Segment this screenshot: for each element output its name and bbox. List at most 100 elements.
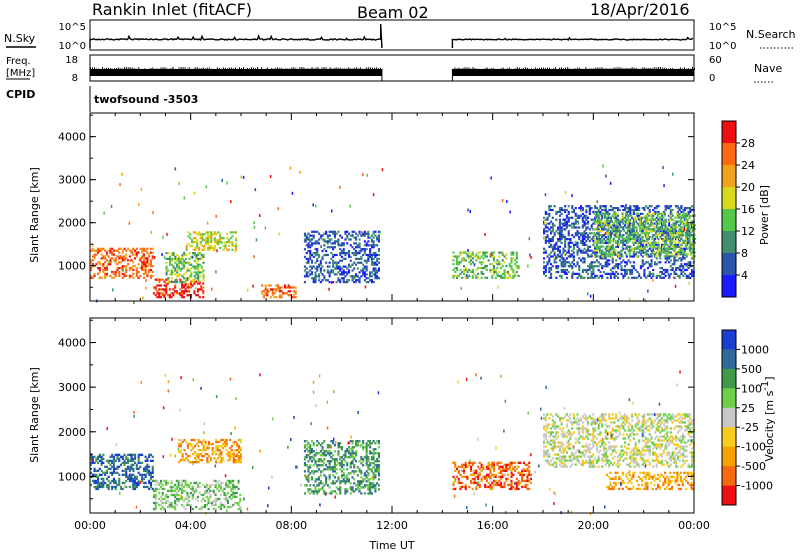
heatmap-cell	[188, 269, 190, 271]
heatmap-cell	[646, 246, 648, 248]
heatmap-cell	[268, 290, 270, 292]
heatmap-cell	[152, 472, 154, 474]
heatmap-cell	[190, 488, 192, 490]
heatmap-cell	[179, 182, 181, 185]
heatmap-cell	[547, 236, 549, 238]
heatmap-cell	[630, 238, 632, 240]
heatmap-cell	[545, 224, 547, 226]
heatmap-cell	[209, 490, 211, 492]
heatmap-cell	[589, 228, 591, 230]
heatmap-cell	[350, 238, 352, 240]
heatmap-cell	[196, 443, 198, 445]
heatmap-cell	[175, 167, 177, 170]
freq-spike	[130, 67, 131, 69]
heatmap-cell	[212, 443, 214, 445]
heatmap-cell	[346, 281, 348, 283]
heatmap-cell	[344, 488, 346, 490]
heatmap-cell	[575, 213, 577, 215]
heatmap-cell	[649, 273, 651, 275]
heatmap-cell	[172, 292, 174, 294]
heatmap-cell	[190, 492, 192, 494]
freq-spike	[485, 68, 486, 70]
heatmap-cell	[167, 506, 169, 508]
heatmap-cell	[108, 480, 110, 482]
heatmap-cell	[329, 240, 331, 242]
heatmap-cell	[682, 255, 684, 257]
heatmap-cell	[132, 273, 134, 275]
heatmap-cell	[505, 265, 507, 267]
heatmap-cell	[206, 453, 208, 455]
heatmap-cell	[459, 252, 461, 254]
heatmap-cell	[376, 258, 378, 260]
heatmap-cell	[456, 259, 458, 261]
heatmap-cell	[616, 253, 618, 255]
heatmap-cell	[145, 279, 147, 282]
heatmap-cell	[646, 236, 648, 238]
heatmap-cell	[325, 233, 327, 235]
freq-spike	[368, 67, 369, 69]
heatmap-cell	[604, 222, 606, 224]
heatmap-cell	[568, 219, 570, 221]
heatmap-cell	[650, 230, 652, 232]
heatmap-cell	[486, 277, 488, 279]
heatmap-cell	[675, 285, 677, 288]
heatmap-cell	[201, 266, 203, 268]
heatmap-cell	[504, 261, 506, 263]
heatmap-cell	[467, 249, 469, 252]
heatmap-cell	[180, 258, 182, 260]
heatmap-cell	[682, 267, 684, 269]
heatmap-cell	[475, 275, 477, 277]
heatmap-cell	[611, 251, 613, 253]
heatmap-cell	[589, 267, 591, 269]
heatmap-cell	[339, 490, 341, 492]
heatmap-cell	[202, 233, 204, 235]
heatmap-cell	[316, 444, 318, 446]
heatmap-cell	[593, 255, 595, 257]
freq-spike	[535, 68, 536, 70]
heatmap-cell	[465, 277, 467, 279]
heatmap-cell	[195, 267, 197, 269]
heatmap-cell	[141, 252, 143, 254]
heatmap-cell	[360, 250, 362, 252]
heatmap-cell	[178, 267, 180, 269]
heatmap-cell	[609, 240, 611, 242]
heatmap-cell	[320, 444, 322, 446]
heatmap-cell	[193, 290, 195, 292]
heatmap-cell	[181, 480, 183, 482]
heatmap-cell	[113, 470, 115, 472]
heatmap-cell	[164, 508, 166, 510]
heatmap-cell	[304, 450, 306, 452]
heatmap-cell	[131, 275, 133, 277]
heatmap-cell	[336, 266, 338, 268]
heatmap-cell	[676, 213, 678, 215]
heatmap-cell	[367, 235, 369, 237]
heatmap-cell	[382, 168, 384, 171]
heatmap-cell	[95, 254, 97, 256]
freq-spike	[251, 67, 252, 69]
freq-spike	[555, 67, 556, 69]
heatmap-cell	[102, 269, 104, 271]
heatmap-cell	[339, 458, 341, 460]
heatmap-cell	[346, 462, 348, 464]
heatmap-cell	[689, 224, 691, 226]
heatmap-cell	[667, 228, 669, 230]
y-tick-label: 1000	[58, 260, 86, 273]
heatmap-cell	[348, 252, 350, 254]
freq-spike	[670, 68, 671, 70]
heatmap-cell	[188, 262, 190, 264]
heatmap-cell	[456, 255, 458, 257]
heatmap-cell	[355, 237, 357, 239]
heatmap-cell	[186, 498, 188, 500]
heatmap-cell	[666, 207, 668, 209]
heatmap-cell	[306, 267, 308, 269]
heatmap-cell	[640, 253, 642, 256]
heatmap-cell	[474, 255, 476, 257]
heatmap-cell	[652, 238, 654, 240]
heatmap-cell	[281, 296, 283, 298]
freq-spike	[104, 68, 105, 70]
heatmap-cell	[683, 251, 685, 253]
heatmap-cell	[230, 498, 232, 500]
heatmap-cell	[120, 267, 122, 269]
heatmap-cell	[545, 211, 547, 213]
heatmap-cell	[355, 250, 357, 252]
